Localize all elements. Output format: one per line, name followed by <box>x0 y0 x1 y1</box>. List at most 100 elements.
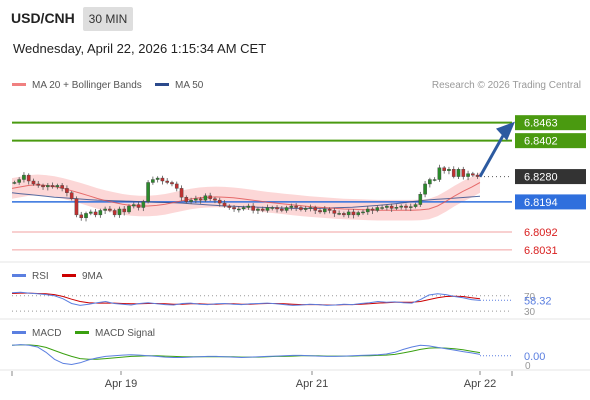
candle-body <box>241 207 246 210</box>
projection-arrow-shaft <box>478 134 505 178</box>
candle-body <box>74 198 79 216</box>
macd-signal-legend-label: MACD Signal <box>95 328 156 339</box>
x-tick-label: Apr 22 <box>464 378 496 390</box>
candle-body <box>165 180 170 183</box>
candle-body <box>208 195 212 199</box>
bollinger-band <box>12 172 480 221</box>
candle-body <box>428 179 432 185</box>
candle-body <box>127 205 131 213</box>
ma50-swatch <box>155 82 169 86</box>
candle-body <box>46 185 50 188</box>
price-level-label-6-8402: 6.8402 <box>524 136 558 148</box>
candle-body <box>88 211 93 214</box>
candle-body <box>466 173 470 177</box>
candle-body <box>308 207 313 209</box>
candle-body <box>289 205 294 208</box>
candle-body <box>217 199 222 204</box>
candle-body <box>84 213 88 219</box>
candle-body <box>346 211 351 216</box>
ma20-legend-label: MA 20 + Bollinger Bands <box>32 80 142 91</box>
x-tick-label: Apr 21 <box>296 378 328 390</box>
macd-legend-label: MACD <box>32 328 62 339</box>
projection-arrow-head <box>496 121 515 141</box>
candle-body <box>361 211 365 214</box>
rsi-ma-legend-label: 9MA <box>82 271 103 282</box>
candle-body <box>471 173 475 176</box>
candle-body <box>375 207 380 211</box>
candle-body <box>423 183 427 195</box>
candle-body <box>213 198 217 201</box>
candle-body <box>12 182 17 184</box>
candle-body <box>65 188 69 193</box>
candle-body <box>36 183 41 186</box>
candle-body <box>356 212 361 216</box>
candle-body <box>342 213 346 216</box>
price-tag-resistance <box>515 133 586 149</box>
candle-body <box>141 201 146 208</box>
candle-body <box>418 194 423 205</box>
candle-body <box>112 210 117 216</box>
candle-body <box>237 208 241 211</box>
macd-line <box>11 344 481 366</box>
candle-body <box>318 210 322 213</box>
candle-body <box>313 207 318 211</box>
candle-body <box>227 205 232 208</box>
candle-body <box>146 182 150 202</box>
candle-body <box>26 174 31 182</box>
timeframe-button[interactable]: 30 MIN <box>83 7 133 31</box>
candle-body <box>179 188 184 198</box>
price-level-label-6-8031: 6.8031 <box>524 245 558 257</box>
candle-body <box>17 179 21 183</box>
candle-body <box>31 180 36 185</box>
candle-body <box>55 185 60 188</box>
candle-body <box>270 207 275 209</box>
candle-body <box>265 207 270 211</box>
research-credit: Research © 2026 Trading Central <box>431 80 581 91</box>
candle-body <box>303 208 308 210</box>
candle-body <box>437 167 442 180</box>
candle-body <box>275 207 279 210</box>
candle-body <box>322 208 327 213</box>
candle-body <box>69 192 74 199</box>
rsi-tick-70: 70 <box>524 292 536 303</box>
candle-body <box>404 205 408 208</box>
price-level-label-6-8194: 6.8194 <box>524 197 558 209</box>
candle-body <box>160 177 165 182</box>
candle-body <box>351 211 356 216</box>
candle-body <box>203 195 208 201</box>
price-level-label-6-8463: 6.8463 <box>524 118 558 130</box>
ma20-line <box>11 182 481 211</box>
candle-body <box>98 210 103 216</box>
candle-body <box>389 205 394 209</box>
rsi-value-label: 58.32 <box>524 295 552 307</box>
candles <box>12 164 480 222</box>
candle-body <box>456 169 461 177</box>
legend-macd: MACD <box>12 328 61 339</box>
x-tick-label: Apr 19 <box>105 378 137 390</box>
candle-body <box>461 169 466 177</box>
candle-body <box>451 169 456 177</box>
candle-body <box>385 205 389 208</box>
candle-body <box>260 208 265 211</box>
macd-zero-tick: 0 <box>525 361 531 372</box>
legend-rsi: RSI <box>12 271 49 282</box>
candle-body <box>50 185 55 188</box>
candle-body <box>280 208 284 211</box>
candle-body <box>256 208 260 211</box>
candle-body <box>151 179 155 183</box>
ma20-swatch <box>12 82 26 86</box>
candle-body <box>170 182 174 185</box>
candle-body <box>332 210 337 214</box>
candle-body <box>198 198 203 201</box>
candle-body <box>365 208 370 213</box>
candle-body <box>136 204 141 208</box>
rsi-ma-swatch <box>62 273 76 277</box>
candle-body <box>447 169 451 171</box>
candle-body <box>103 208 107 211</box>
legend-ma50: MA 50 <box>155 80 203 91</box>
candle-body <box>394 207 399 209</box>
macd-value-label: 0.00 <box>524 351 545 363</box>
price-tag-current <box>515 169 586 185</box>
candle-body <box>232 207 236 210</box>
